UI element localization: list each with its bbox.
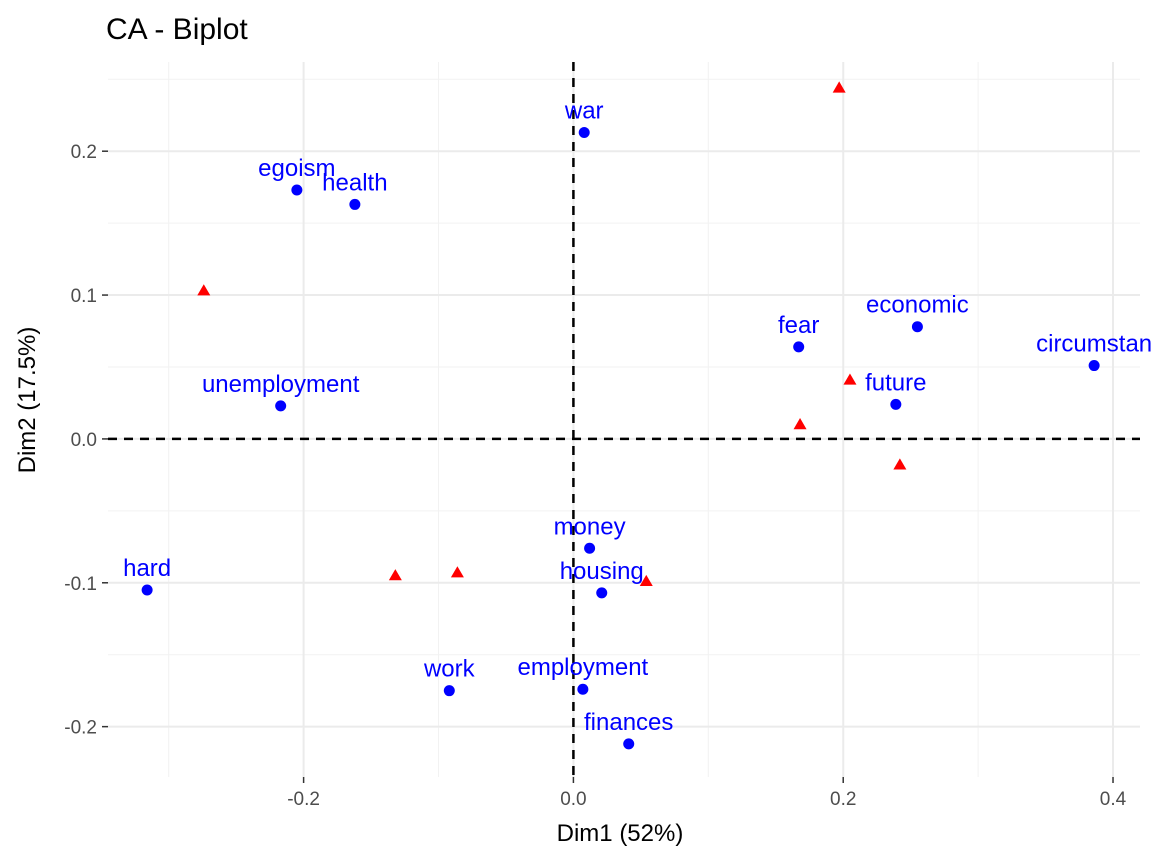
- point-label: employment: [517, 654, 648, 681]
- row-point: [911, 321, 923, 333]
- row-point: [623, 738, 635, 750]
- x-axis-title: Dim1 (52%): [557, 820, 684, 847]
- row-point: [890, 398, 902, 410]
- row-point: [141, 584, 153, 596]
- row-point: [577, 683, 589, 695]
- x-tick-label: 0.0: [560, 789, 586, 810]
- column-point: [197, 284, 211, 296]
- row-point: [275, 400, 287, 412]
- x-tick-label: -0.2: [287, 789, 320, 810]
- row-point: [584, 542, 596, 554]
- column-point: [843, 373, 857, 385]
- row-point: [1088, 360, 1100, 372]
- column-point: [893, 458, 907, 470]
- data-points: [141, 81, 1100, 750]
- point-label: unemployment: [202, 371, 360, 398]
- column-point: [639, 574, 653, 587]
- point-label: hard: [123, 555, 171, 582]
- point-label: money: [554, 513, 626, 540]
- y-tick-label: -0.1: [64, 574, 97, 595]
- row-point: [596, 587, 608, 599]
- point-label: health: [322, 169, 387, 196]
- chart-title: CA - Biplot: [106, 13, 248, 46]
- row-point: [443, 685, 455, 697]
- column-point: [793, 418, 807, 430]
- row-point: [578, 126, 590, 138]
- column-point: [450, 566, 464, 578]
- row-point: [349, 198, 361, 210]
- point-label: economic: [866, 292, 969, 319]
- column-point: [832, 81, 846, 93]
- point-label: housing: [560, 558, 644, 585]
- y-axis-title: Dim2 (17.5%): [14, 327, 41, 474]
- row-point: [793, 341, 805, 353]
- point-label: war: [564, 97, 604, 124]
- row-point: [291, 184, 303, 196]
- y-tick-label: -0.2: [64, 718, 97, 739]
- column-point: [388, 569, 402, 581]
- point-label: future: [865, 369, 926, 396]
- y-tick-label: 0.2: [71, 142, 97, 163]
- x-tick-label: 0.2: [830, 789, 856, 810]
- point-label: work: [423, 656, 476, 683]
- y-tick-label: 0.1: [71, 286, 97, 307]
- point-label: circumstan: [1036, 331, 1152, 358]
- y-tick-label: 0.0: [71, 430, 97, 451]
- point-label: finances: [584, 709, 673, 736]
- reference-lines: [108, 62, 1140, 777]
- x-tick-label: 0.4: [1100, 789, 1127, 810]
- point-label: fear: [778, 312, 819, 339]
- axis-ticks: -0.2 0.0 0.2 0.4 -0.2 -0.1 0.0 0.1 0.2: [64, 142, 1126, 810]
- point-label: egoism: [258, 155, 335, 182]
